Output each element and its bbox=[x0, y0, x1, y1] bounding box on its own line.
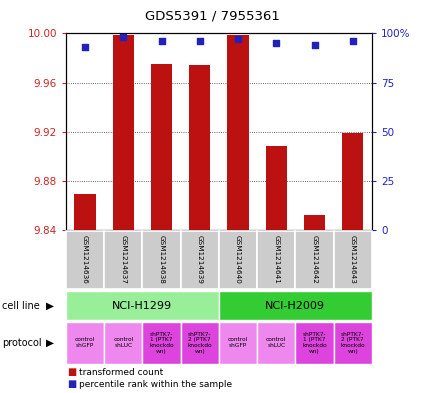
Text: GSM1214637: GSM1214637 bbox=[120, 235, 126, 284]
Text: GSM1214642: GSM1214642 bbox=[312, 235, 317, 284]
Text: GSM1214641: GSM1214641 bbox=[273, 235, 279, 284]
Text: GSM1214643: GSM1214643 bbox=[350, 235, 356, 284]
Text: control
shLUC: control shLUC bbox=[113, 338, 133, 348]
Text: GSM1214638: GSM1214638 bbox=[159, 235, 164, 284]
Bar bbox=[66, 291, 219, 320]
Text: GSM1214639: GSM1214639 bbox=[197, 235, 203, 284]
Point bbox=[196, 38, 203, 44]
Bar bbox=[219, 322, 257, 364]
Bar bbox=[113, 35, 134, 230]
Bar bbox=[334, 322, 372, 364]
Text: shPTK7-
2 (PTK7
knockdo
wn): shPTK7- 2 (PTK7 knockdo wn) bbox=[340, 332, 365, 354]
Point bbox=[273, 40, 280, 46]
Text: control
shGFP: control shGFP bbox=[228, 338, 248, 348]
Bar bbox=[142, 231, 181, 289]
Bar bbox=[142, 322, 181, 364]
Bar bbox=[66, 231, 104, 289]
Text: shPTK7-
1 (PTK7
knockdo
wn): shPTK7- 1 (PTK7 knockdo wn) bbox=[149, 332, 174, 354]
Bar bbox=[219, 291, 372, 320]
Bar bbox=[304, 215, 325, 230]
Text: control
shLUC: control shLUC bbox=[266, 338, 286, 348]
Text: percentile rank within the sample: percentile rank within the sample bbox=[79, 380, 232, 389]
Point bbox=[120, 34, 127, 40]
Text: protocol: protocol bbox=[2, 338, 42, 348]
Text: GDS5391 / 7955361: GDS5391 / 7955361 bbox=[145, 10, 280, 23]
Text: GSM1214636: GSM1214636 bbox=[82, 235, 88, 284]
Text: GSM1214640: GSM1214640 bbox=[235, 235, 241, 284]
Bar bbox=[295, 231, 334, 289]
Bar bbox=[257, 322, 295, 364]
Text: ■: ■ bbox=[67, 379, 76, 389]
Bar bbox=[295, 322, 334, 364]
Text: transformed count: transformed count bbox=[79, 368, 163, 376]
Point bbox=[311, 42, 318, 48]
Bar bbox=[151, 64, 172, 230]
Text: cell line: cell line bbox=[2, 301, 40, 310]
Point bbox=[82, 44, 88, 50]
Bar bbox=[181, 322, 219, 364]
Text: ▶: ▶ bbox=[46, 338, 54, 348]
Bar bbox=[266, 147, 287, 230]
Text: control
shGFP: control shGFP bbox=[75, 338, 95, 348]
Point bbox=[158, 38, 165, 44]
Bar bbox=[74, 194, 96, 230]
Bar bbox=[104, 231, 142, 289]
Text: NCI-H1299: NCI-H1299 bbox=[112, 301, 173, 310]
Text: shPTK7-
1 (PTK7
knockdo
wn): shPTK7- 1 (PTK7 knockdo wn) bbox=[302, 332, 327, 354]
Bar bbox=[189, 65, 210, 230]
Bar bbox=[342, 133, 363, 230]
Text: NCI-H2009: NCI-H2009 bbox=[265, 301, 326, 310]
Bar bbox=[181, 231, 219, 289]
Text: shPTK7-
2 (PTK7
knockdo
wn): shPTK7- 2 (PTK7 knockdo wn) bbox=[187, 332, 212, 354]
Text: ■: ■ bbox=[67, 367, 76, 377]
Bar bbox=[104, 322, 142, 364]
Bar bbox=[219, 231, 257, 289]
Bar bbox=[227, 35, 249, 230]
Bar bbox=[257, 231, 295, 289]
Bar bbox=[66, 322, 104, 364]
Point bbox=[349, 38, 356, 44]
Point bbox=[235, 36, 241, 42]
Bar bbox=[334, 231, 372, 289]
Text: ▶: ▶ bbox=[46, 301, 54, 310]
